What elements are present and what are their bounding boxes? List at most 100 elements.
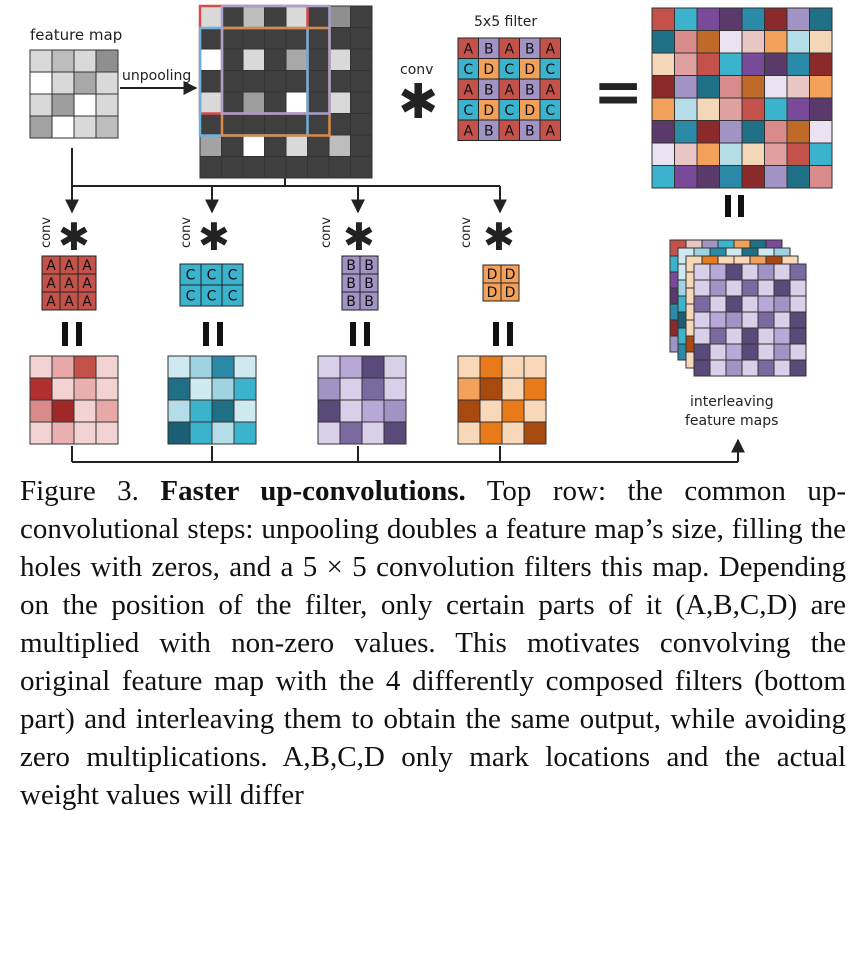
result-b-grid-cell	[317, 421, 341, 445]
interleaving-layer-3-cell	[773, 263, 791, 281]
unpooled-map-grid-cell	[242, 91, 265, 114]
result-d-grid-cell	[479, 377, 503, 401]
result-c-grid-cell	[167, 355, 191, 379]
unpooled-map-grid-cell	[307, 70, 330, 93]
interleaving-layer-3-cell	[741, 279, 759, 297]
result-a-grid-cell	[73, 421, 97, 445]
interleaving-layer-3-cell	[757, 327, 775, 345]
feature-map-grid-cell	[29, 93, 53, 117]
interleaving-layer-3-cell	[709, 327, 727, 345]
filter-a-grid-letter: A	[82, 276, 92, 292]
output-map-grid-cell	[809, 7, 833, 31]
unpooled-map-grid-cell	[242, 70, 265, 93]
filter-5x5-grid-letter: C	[463, 103, 473, 119]
conv-label-a: conv	[39, 217, 54, 248]
feature-map-grid	[29, 49, 119, 139]
interleaving-layer-3-cell	[693, 279, 711, 297]
interleaving-layer-3-cell	[693, 327, 711, 345]
unpooled-map-grid-cell	[242, 27, 265, 50]
output-map-grid-cell	[651, 7, 675, 31]
filter-a-grid-letter: A	[64, 294, 74, 310]
filter-5x5-grid-letter: A	[545, 123, 555, 139]
filter-5x5-grid-letter: A	[463, 41, 473, 57]
unpooled-map-grid-cell	[307, 5, 330, 28]
result-a-grid-cell	[29, 377, 53, 401]
output-map-grid-cell	[741, 120, 765, 144]
filter-5x5-grid-letter: A	[545, 82, 555, 98]
unpooled-map-grid-cell	[199, 5, 222, 28]
filter-5x5-grid-letter: D	[483, 103, 494, 119]
result-b-grid-cell	[339, 399, 363, 423]
output-map-grid-cell	[809, 120, 833, 144]
result-b-grid-cell	[339, 421, 363, 445]
unpooled-map-grid-cell	[221, 70, 244, 93]
output-map-grid-cell	[786, 120, 810, 144]
filter-window-outline	[220, 4, 331, 115]
unpooled-map-grid-cell	[242, 48, 265, 71]
interleaving-layer-3-cell	[725, 279, 743, 297]
output-map-grid-cell	[741, 30, 765, 54]
result-c-grid-cell	[233, 355, 257, 379]
output-map-grid-cell	[696, 120, 720, 144]
figure-caption: Figure 3. Faster up-convolutions. Top ro…	[20, 472, 846, 814]
output-map-grid-cell	[651, 52, 675, 76]
output-map-grid-cell	[786, 75, 810, 99]
unpooled-map-grid-cell	[221, 134, 244, 157]
filter-b-grid-letter: B	[364, 258, 374, 274]
filter-b-grid-letter: B	[346, 258, 356, 274]
feature-map-grid-cell	[29, 115, 53, 139]
interleaving-layer-3-cell	[709, 311, 727, 329]
feature-map-grid-cell	[51, 115, 75, 139]
interleaving-layer-3-cell	[693, 263, 711, 281]
unpooled-map-grid-cell	[264, 134, 287, 157]
unpooled-map-grid-cell	[307, 156, 330, 179]
unpooled-map-grid-cell	[264, 70, 287, 93]
output-map-grid-cell	[719, 120, 743, 144]
interleaving-layer-3-cell	[789, 311, 807, 329]
result-d-grid-cell	[523, 355, 547, 379]
output-map-grid-cell	[719, 52, 743, 76]
interleaving-layer-3-cell	[757, 263, 775, 281]
figure-diagram: feature map unpooling conv 5x5 filter in…	[0, 0, 866, 470]
feature-map-grid-cell	[73, 93, 97, 117]
filter-5x5-grid-cell	[539, 119, 561, 141]
filter-a-grid-cell	[77, 291, 97, 311]
result-c-grid-cell	[189, 355, 213, 379]
unpooled-map-grid-cell	[264, 156, 287, 179]
feature-map-grid-cell	[95, 71, 119, 95]
unpooled-map-grid-cell	[264, 91, 287, 114]
interleaving-layer-3-cell	[789, 327, 807, 345]
interleaving-layer-3	[693, 263, 807, 377]
filter-5x5-grid-letter: D	[483, 62, 494, 78]
filter-5x5-grid-letter: A	[463, 82, 473, 98]
result-d-grid-cell	[523, 377, 547, 401]
unpooled-map-grid-cell	[199, 27, 222, 50]
result-c-grid-cell	[233, 421, 257, 445]
unpooled-map-grid-cell	[285, 113, 308, 136]
interleaving-layer-3-cell	[693, 359, 711, 377]
filter-a-grid-letter: A	[64, 276, 74, 292]
result-c-grid-cell	[233, 399, 257, 423]
unpooled-map-grid-cell	[264, 48, 287, 71]
output-map-grid-cell	[674, 75, 698, 99]
result-d-grid-cell	[501, 421, 525, 445]
interleaving-layer-3-cell	[725, 327, 743, 345]
unpooled-map-grid-cell	[242, 113, 265, 136]
interleaving-layer-3-cell	[789, 263, 807, 281]
unpooled-map-grid-cell	[350, 70, 373, 93]
unpooled-map-grid-cell	[328, 27, 351, 50]
output-map-grid-cell	[674, 165, 698, 189]
unpooled-map-grid-cell	[307, 48, 330, 71]
interleaving-layer-3-cell	[757, 359, 775, 377]
result-a-grid-cell	[51, 355, 75, 379]
interleaving-layer-3-cell	[773, 327, 791, 345]
result-b-grid-cell	[317, 399, 341, 423]
filter-a-grid-letter: A	[46, 258, 56, 274]
filter-5x5-grid-letter: B	[525, 41, 535, 57]
output-map-grid-cell	[786, 97, 810, 121]
filter-a-grid-letter: A	[46, 294, 56, 310]
unpooled-map-grid-cell	[328, 113, 351, 136]
result-b-grid-cell	[361, 421, 385, 445]
unpooled-map-grid-cell	[264, 5, 287, 28]
interleaving-layer-3-cell	[757, 295, 775, 313]
